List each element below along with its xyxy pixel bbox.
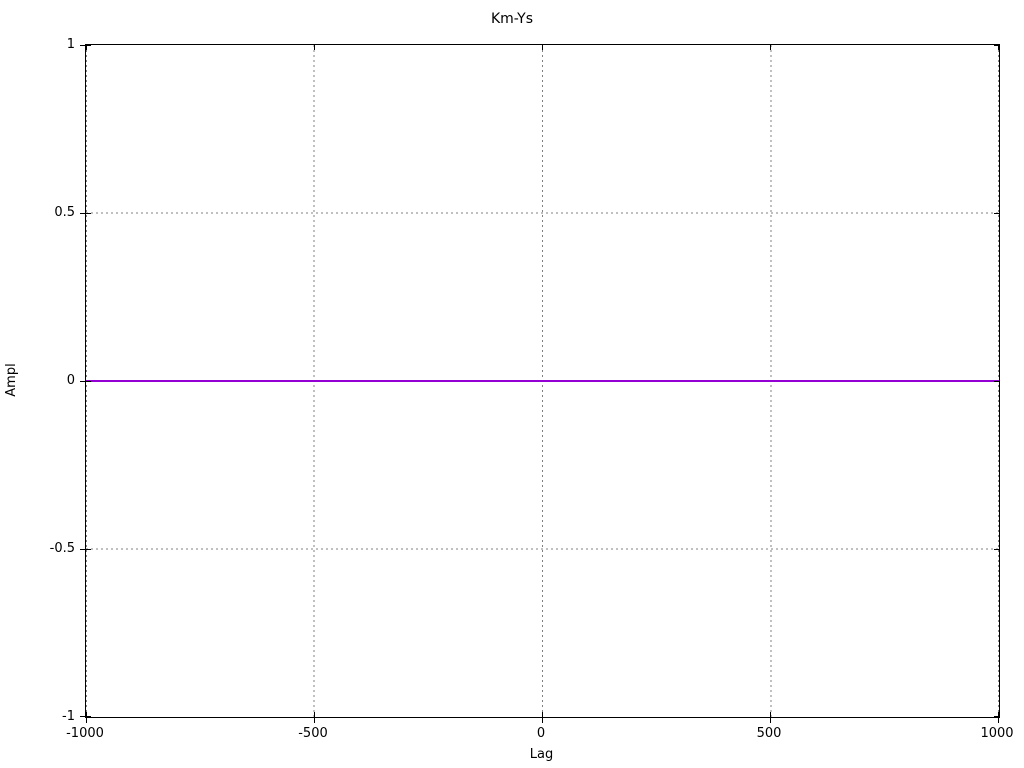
x-tick-mark <box>542 717 543 723</box>
y-tick-mark <box>80 549 86 550</box>
y-tick-mark-inner <box>86 45 91 46</box>
y-tick-mark-right <box>994 549 999 550</box>
x-tick-label: 1000 <box>980 726 1014 741</box>
x-tick-mark-inner <box>542 712 543 717</box>
x-tick-mark-top <box>998 45 999 50</box>
x-tick-mark-top <box>86 45 87 50</box>
y-tick-mark <box>80 213 86 214</box>
x-tick-mark-inner <box>770 712 771 717</box>
x-tick-mark-top <box>542 45 543 50</box>
x-tick-mark-inner <box>86 712 87 717</box>
data-layer <box>86 380 999 382</box>
y-tick-mark-inner <box>86 716 91 717</box>
y-tick-label: -1 <box>62 709 75 724</box>
x-tick-mark-top <box>770 45 771 50</box>
y-tick-label: 1 <box>66 37 75 52</box>
y-tick-label: -0.5 <box>49 541 75 556</box>
chart-title: Km-Ys <box>490 11 534 27</box>
y-tick-mark <box>80 45 86 46</box>
x-tick-label: -500 <box>298 726 328 741</box>
y-tick-mark-right <box>994 716 999 717</box>
y-tick-mark-inner <box>86 381 91 382</box>
y-tick-mark-right <box>994 381 999 382</box>
x-tick-label: 0 <box>536 726 546 741</box>
y-tick-label: 0.5 <box>54 205 75 220</box>
y-tick-mark-inner <box>86 213 91 214</box>
y-tick-label: 0 <box>66 373 75 388</box>
y-tick-mark <box>80 716 86 717</box>
x-tick-mark <box>998 717 999 723</box>
y-tick-mark <box>80 381 86 382</box>
x-tick-mark <box>314 717 315 723</box>
x-tick-mark-top <box>314 45 315 50</box>
x-tick-mark <box>770 717 771 723</box>
x-axis-title: Lag <box>529 747 554 762</box>
x-tick-mark-inner <box>314 712 315 717</box>
y-tick-mark-right <box>994 45 999 46</box>
y-tick-mark-right <box>994 213 999 214</box>
y-tick-mark-inner <box>86 549 91 550</box>
x-tick-label: 500 <box>756 726 782 741</box>
x-tick-label: -1000 <box>66 726 104 741</box>
x-tick-mark-inner <box>998 712 999 717</box>
x-tick-mark <box>86 717 87 723</box>
plot-area <box>80 44 1000 723</box>
